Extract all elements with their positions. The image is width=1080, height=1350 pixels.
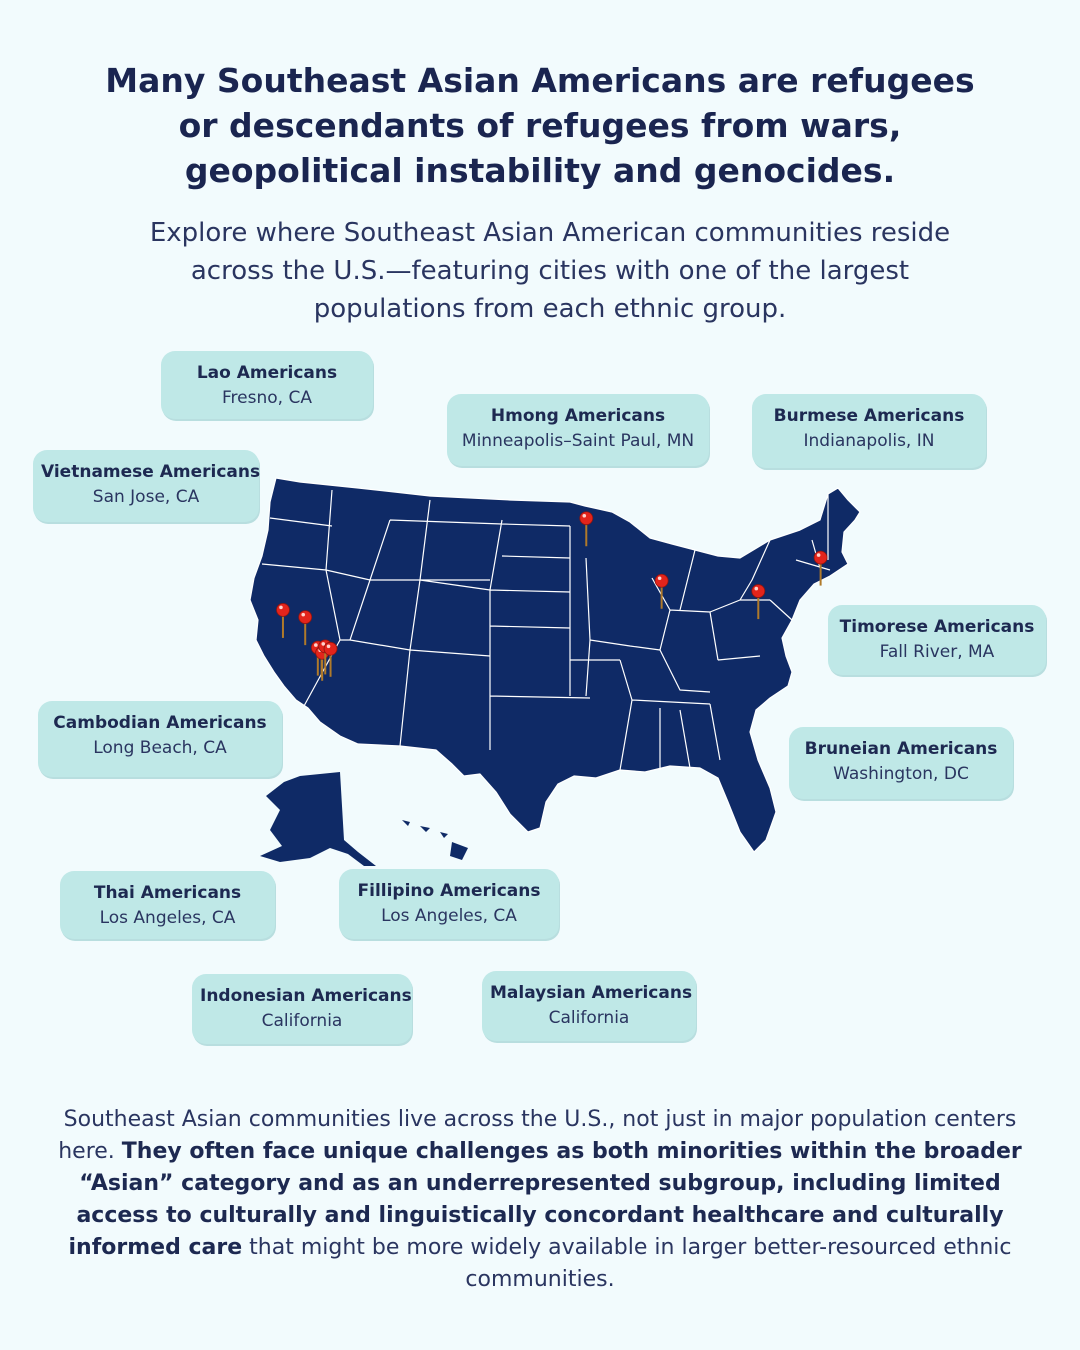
label-bruneian-americans: Bruneian Americans Washington, DC <box>789 727 1013 799</box>
label-hmong-americans: Hmong Americans Minneapolis–Saint Paul, … <box>447 394 709 466</box>
location-pins <box>276 511 828 681</box>
label-title: Lao Americans <box>196 363 338 383</box>
label-location: Los Angeles, CA <box>381 906 517 926</box>
footer-text-emphasis: They often face unique challenges as bot… <box>68 1139 1022 1260</box>
label-title: Bruneian Americans <box>804 739 998 759</box>
pin-shine <box>657 576 662 581</box>
pin-shine <box>314 643 318 647</box>
label-title: Burmese Americans <box>773 406 965 426</box>
label-location: Los Angeles, CA <box>99 908 236 928</box>
map-pin-fall-river <box>813 550 828 586</box>
pin-head <box>654 573 669 588</box>
label-fillipino-americans: Fillipino Americans Los Angeles, CA <box>339 869 559 939</box>
label-location: Fresno, CA <box>222 388 312 408</box>
pin-shine <box>301 612 306 617</box>
pin-head <box>298 610 313 625</box>
pin-shine <box>754 586 759 591</box>
label-location: San Jose, CA <box>92 487 200 507</box>
label-indonesian-americans: Indonesian Americans California <box>192 974 412 1044</box>
label-title: Timorese Americans <box>839 617 1035 637</box>
pin-shine <box>582 513 587 518</box>
label-burmese-americans: Burmese Americans Indianapolis, IN <box>752 394 986 468</box>
label-location: Indianapolis, IN <box>803 431 935 451</box>
label-location: Washington, DC <box>833 764 969 784</box>
map-pin-indianapolis <box>654 573 669 609</box>
label-title: Cambodian Americans <box>53 713 267 733</box>
label-malaysian-americans: Malaysian Americans California <box>482 971 696 1041</box>
alaska-shape <box>260 772 376 866</box>
label-location: Fall River, MA <box>879 642 995 662</box>
label-cambodian-americans: Cambodian Americans Long Beach, CA <box>38 701 282 777</box>
label-location: California <box>548 1008 630 1028</box>
label-lao-americans: Lao Americans Fresno, CA <box>161 351 373 419</box>
map-pin-california-2 <box>323 641 338 677</box>
footer-text-closing: that might be more widely available in l… <box>242 1235 1012 1292</box>
map-pin-minneapolis-saint-paul <box>579 511 594 547</box>
label-location: Long Beach, CA <box>93 738 227 758</box>
label-title: Fillipino Americans <box>357 881 541 901</box>
pin-shine <box>326 644 331 649</box>
state-borders <box>261 489 831 771</box>
pin-head <box>813 550 828 565</box>
label-timorese-americans: Timorese Americans Fall River, MA <box>828 605 1046 675</box>
label-thai-americans: Thai Americans Los Angeles, CA <box>60 871 275 939</box>
map-pin-washington-dc <box>751 584 766 620</box>
label-location: California <box>261 1011 343 1031</box>
us-map-mainland <box>249 477 861 853</box>
hawaii-shape <box>402 820 468 860</box>
contiguous-us-shape <box>249 477 861 853</box>
label-title: Indonesian Americans <box>200 986 412 1006</box>
pin-head <box>276 603 290 617</box>
label-title: Vietnamese Americans <box>41 462 261 482</box>
pin-head <box>751 584 766 598</box>
label-title: Thai Americans <box>93 883 242 903</box>
label-title: Malaysian Americans <box>490 983 693 1003</box>
label-location: Minneapolis–Saint Paul, MN <box>461 431 695 451</box>
pin-head <box>579 511 594 526</box>
us-map <box>249 477 861 866</box>
us-map-alaska-hawaii <box>260 772 468 866</box>
subheading: Explore where Southeast Asian American c… <box>149 218 951 324</box>
pin-shine <box>279 605 283 610</box>
footer-text-intro: Southeast Asian communities live across … <box>58 1107 1017 1164</box>
pin-shine <box>816 553 821 557</box>
headline: Many Southeast Asian Americans are refug… <box>105 61 975 190</box>
map-pin-fresno <box>298 610 313 646</box>
pin-head <box>323 641 338 656</box>
footer-text: Southeast Asian communities live across … <box>38 1104 1042 1296</box>
label-title: Hmong Americans <box>490 406 666 426</box>
label-vietnamese-americans: Vietnamese Americans San Jose, CA <box>33 450 261 522</box>
map-pin-san-jose <box>276 603 290 638</box>
pin-shine <box>321 642 326 646</box>
